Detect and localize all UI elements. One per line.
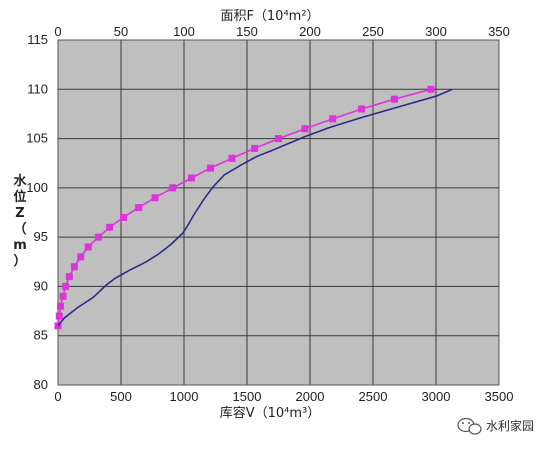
y-tick-label: 105 bbox=[26, 131, 48, 146]
bottom-tick-label: 2000 bbox=[296, 389, 325, 404]
wechat-icon bbox=[457, 417, 482, 435]
area-data-point bbox=[251, 144, 259, 152]
area-data-point bbox=[55, 312, 63, 320]
y-axis-ticks: 80 85 90 95 100 105 110 115 bbox=[26, 32, 48, 392]
top-tick-label: 100 bbox=[173, 24, 195, 39]
area-data-point bbox=[329, 115, 337, 123]
bottom-tick-label: 0 bbox=[54, 389, 61, 404]
y-axis-title-char: 位 bbox=[13, 189, 26, 205]
area-data-point bbox=[59, 292, 67, 300]
bottom-axis-ticks: 0 500 1000 1500 2000 2500 3000 3500 bbox=[54, 389, 513, 404]
area-data-point bbox=[70, 263, 78, 271]
top-tick-label: 0 bbox=[54, 24, 61, 39]
bottom-axis-title: 库容V（10⁴m³） bbox=[220, 405, 321, 421]
y-tick-label: 85 bbox=[34, 328, 48, 343]
area-data-point bbox=[169, 184, 177, 192]
watermark-text: 水利家园 bbox=[486, 418, 534, 433]
top-tick-label: 150 bbox=[236, 24, 258, 39]
bottom-tick-label: 1500 bbox=[233, 389, 262, 404]
y-axis-title-char: m bbox=[13, 238, 27, 253]
area-data-point bbox=[120, 213, 128, 221]
top-tick-label: 350 bbox=[488, 24, 510, 39]
series-layer bbox=[54, 85, 453, 330]
plot-frame bbox=[57, 39, 500, 386]
area-data-point bbox=[228, 154, 236, 162]
y-axis-title-char: Z bbox=[15, 206, 24, 221]
area-data-point bbox=[94, 233, 102, 241]
y-axis-title-char: 水 bbox=[13, 173, 27, 189]
top-tick-label: 300 bbox=[425, 24, 447, 39]
capacity-series-line bbox=[57, 88, 453, 327]
y-axis-title: 水位Z（m） bbox=[13, 173, 27, 269]
top-axis-ticks: 0 50 100 150 200 250 300 350 bbox=[54, 24, 509, 39]
area-data-point bbox=[206, 164, 214, 172]
watermark: 水利家园 bbox=[457, 417, 534, 435]
y-axis-title-char: （ bbox=[13, 221, 26, 237]
top-tick-label: 50 bbox=[114, 24, 128, 39]
area-data-point bbox=[301, 125, 309, 133]
bottom-tick-label: 1000 bbox=[170, 389, 199, 404]
bottom-tick-label: 3500 bbox=[485, 389, 514, 404]
area-data-point bbox=[151, 194, 159, 202]
y-tick-label: 115 bbox=[27, 32, 48, 47]
y-axis-title-char: ） bbox=[13, 253, 26, 269]
y-tick-label: 80 bbox=[34, 377, 48, 392]
area-data-point bbox=[62, 282, 70, 290]
y-tick-label: 110 bbox=[27, 81, 48, 96]
bottom-tick-label: 3000 bbox=[422, 389, 451, 404]
area-data-point bbox=[135, 204, 143, 212]
y-tick-label: 95 bbox=[34, 229, 48, 244]
bottom-tick-label: 500 bbox=[110, 389, 132, 404]
top-tick-label: 250 bbox=[362, 24, 384, 39]
area-data-point bbox=[106, 223, 114, 231]
area-data-point bbox=[84, 243, 92, 251]
area-data-point bbox=[188, 174, 196, 182]
y-tick-label: 90 bbox=[34, 278, 48, 293]
area-data-point bbox=[65, 273, 73, 281]
top-tick-label: 200 bbox=[299, 24, 321, 39]
area-data-point bbox=[427, 85, 435, 93]
bottom-tick-label: 2500 bbox=[359, 389, 388, 404]
area-data-point bbox=[77, 253, 85, 261]
top-axis-title: 面积F（10⁴m²） bbox=[220, 9, 319, 24]
area-data-point bbox=[358, 105, 366, 113]
area-data-point bbox=[390, 95, 398, 103]
area-data-point bbox=[57, 302, 65, 310]
area-data-point bbox=[275, 135, 282, 143]
y-tick-label: 100 bbox=[26, 180, 48, 195]
